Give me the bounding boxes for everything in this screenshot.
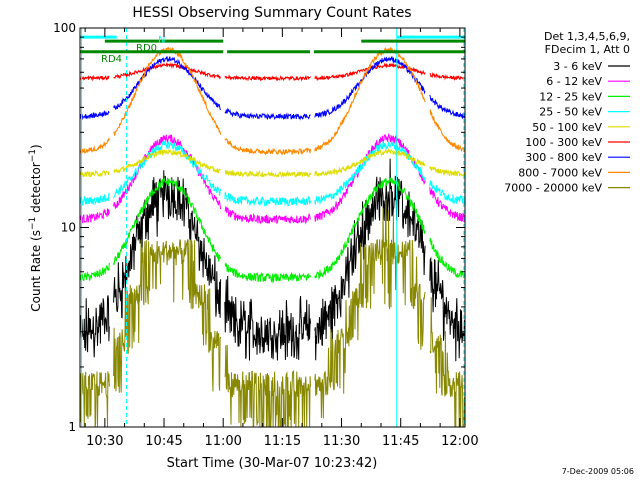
legend-label: 25 - 50 keV [539, 106, 602, 119]
legend-label: 3 - 6 keV [553, 60, 602, 73]
date-stamp: 7-Dec-2009 05:06 [562, 467, 634, 476]
x-tick-label: 11:45 [382, 434, 419, 449]
legend-label: 6 - 12 keV [546, 75, 602, 88]
series-line [79, 139, 466, 207]
legend-label: 12 - 25 keV [539, 90, 602, 103]
x-tick-label: 11:15 [264, 434, 301, 449]
legend: Det 1,3,4,5,6,9,FDecim 1, Att 0 3 - 6 keV… [504, 30, 630, 195]
series-line [79, 177, 466, 284]
y-axis-label: Count Rate (s−1 detector−1) [28, 144, 43, 311]
series-line [79, 199, 466, 428]
flag-label: RD0 [136, 43, 157, 54]
y-tick-label: 100 [53, 21, 76, 35]
series-line [79, 46, 466, 157]
x-tick-label: 11:00 [204, 434, 241, 449]
series-line [79, 158, 466, 362]
y-tick-label: 10 [61, 221, 76, 235]
legend-header: Det 1,3,4,5,6,9, [544, 30, 630, 43]
axes: 1 10 100 10:30 10:45 11:00 11:15 11:30 11:45 12:0… [53, 21, 479, 449]
series-line [79, 132, 466, 225]
series-line [79, 147, 466, 179]
y-tick-label: 1 [68, 420, 76, 434]
series-line [79, 56, 466, 121]
x-tick-label: 10:45 [145, 434, 182, 449]
flag-label: RD4 [101, 54, 122, 65]
legend-header: FDecim 1, Att 0 [545, 43, 630, 56]
legend-label: 300 - 800 keV [525, 151, 602, 164]
legend-label: 50 - 100 keV [532, 121, 602, 134]
chart-title: HESSI Observing Summary Count Rates [132, 5, 411, 21]
legend-label: 800 - 7000 keV [518, 166, 602, 179]
x-axis-label: Start Time (30-Mar-07 10:23:42) [167, 456, 378, 471]
legend-label: 7000 - 20000 keV [504, 182, 602, 195]
x-tick-label: 11:30 [323, 434, 360, 449]
x-tick-label: 12:00 [441, 434, 478, 449]
legend-label: 100 - 300 keV [525, 136, 602, 149]
x-tick-label: 10:30 [86, 434, 123, 449]
flag-label: N [158, 35, 165, 46]
series-line [79, 61, 466, 82]
